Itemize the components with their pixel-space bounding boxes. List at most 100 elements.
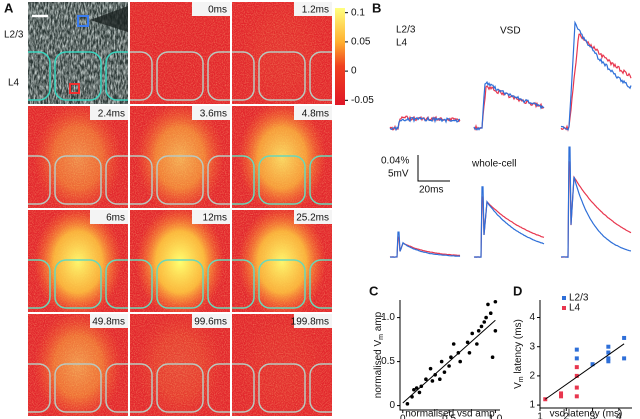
point [559, 394, 564, 399]
barrel-outline [105, 155, 128, 205]
point [476, 329, 481, 333]
point [451, 342, 456, 346]
cell: 6ms [28, 210, 128, 312]
barrel-outline [258, 259, 306, 309]
y-axis-label-part: V [513, 382, 524, 389]
y-axis-label-part: latency (ms) [513, 319, 524, 376]
y-tick-label: 0.5 [381, 356, 395, 367]
trace [560, 33, 632, 132]
frame-label-bg [294, 2, 332, 16]
y-tick-label: 3 [529, 341, 535, 352]
point [574, 365, 579, 370]
axes [539, 300, 632, 409]
frame-label-bg [90, 106, 128, 120]
point [467, 351, 472, 355]
frame-label: 2.4ms [98, 109, 125, 120]
cell: 1.2ms [232, 2, 332, 104]
legend-entry: L4 [396, 38, 408, 49]
fit-line [402, 319, 496, 404]
barrel-outline [54, 259, 102, 309]
cell [28, 2, 128, 104]
point [622, 356, 627, 361]
point [574, 373, 579, 378]
barrel-outline [156, 259, 204, 309]
frame-label: 0ms [208, 5, 227, 16]
y-axis-label-part: m [518, 376, 525, 382]
trace [390, 231, 461, 258]
legend-entry: L2/3 [569, 293, 589, 304]
y-axis-label-part: amp [373, 311, 384, 334]
y-axis-label-part: m [378, 334, 385, 340]
point [622, 335, 627, 340]
x-tick-label: 1 [537, 412, 543, 419]
y-axis-label: Vm latency (ms) [513, 319, 526, 389]
point [606, 350, 611, 355]
point [442, 370, 447, 374]
point [479, 324, 484, 329]
point [470, 331, 475, 336]
cell: 99.6ms [130, 314, 230, 416]
frame-label-bg [294, 106, 332, 120]
cell: 49.8ms [28, 314, 128, 416]
trace [560, 20, 632, 131]
barrel-outline [232, 155, 255, 205]
barrel-outline [28, 51, 51, 101]
barrel-outline [309, 363, 332, 413]
colorbar [335, 8, 345, 105]
point [574, 347, 579, 352]
barrel-outline [105, 259, 128, 309]
frame-label: 12ms [203, 213, 227, 224]
layer-label: L4 [8, 78, 20, 89]
response [238, 106, 326, 208]
legend-swatch [562, 306, 566, 310]
barrel-outline [28, 259, 51, 309]
electrode [90, 6, 128, 32]
cell: 12ms [130, 210, 230, 312]
point [412, 387, 416, 392]
trace [560, 146, 632, 258]
point [414, 386, 419, 390]
panel-label: C [369, 283, 379, 298]
response [136, 106, 224, 208]
frame-label: 4.8ms [302, 109, 329, 120]
response [238, 314, 326, 416]
point [405, 402, 410, 406]
layer-label: L2/3 [4, 30, 24, 41]
point [438, 377, 442, 382]
scale-label: 20ms [419, 185, 443, 196]
point [428, 366, 433, 371]
point [449, 355, 453, 360]
trace [473, 85, 545, 131]
barrel-outline [54, 51, 102, 101]
x-tick-label: 3 [590, 412, 596, 419]
frame-label-bg [90, 314, 128, 328]
panel-label: A [4, 0, 14, 15]
barrel-outline [207, 51, 230, 101]
frame-label: 1.2ms [302, 5, 329, 16]
panel-label: D [513, 283, 522, 298]
legend-swatch [562, 296, 566, 300]
point [475, 342, 479, 346]
barrel-outline [258, 155, 306, 205]
barrel-outline [105, 363, 128, 413]
barrel-outline [156, 363, 204, 413]
response [136, 210, 224, 312]
barrel-outline [130, 155, 153, 205]
y-axis-label: normalised Vm amp [373, 311, 386, 398]
x-tick-label: 1.0 [488, 414, 502, 419]
barrel-outline [54, 155, 102, 205]
roi [69, 83, 80, 94]
point [590, 362, 595, 367]
barrel-outline [309, 259, 332, 309]
scale-label: 0.04% [381, 156, 409, 167]
response [34, 210, 122, 312]
barrel-outline [232, 363, 255, 413]
point [606, 356, 611, 361]
y-tick-label: 0 [389, 400, 395, 411]
response [34, 314, 122, 416]
colorbar-tick-label: 0.1 [351, 7, 365, 18]
trace [389, 236, 460, 258]
response [238, 2, 326, 104]
legend-entry: L2/3 [396, 25, 416, 36]
cell: 0ms [130, 2, 230, 104]
